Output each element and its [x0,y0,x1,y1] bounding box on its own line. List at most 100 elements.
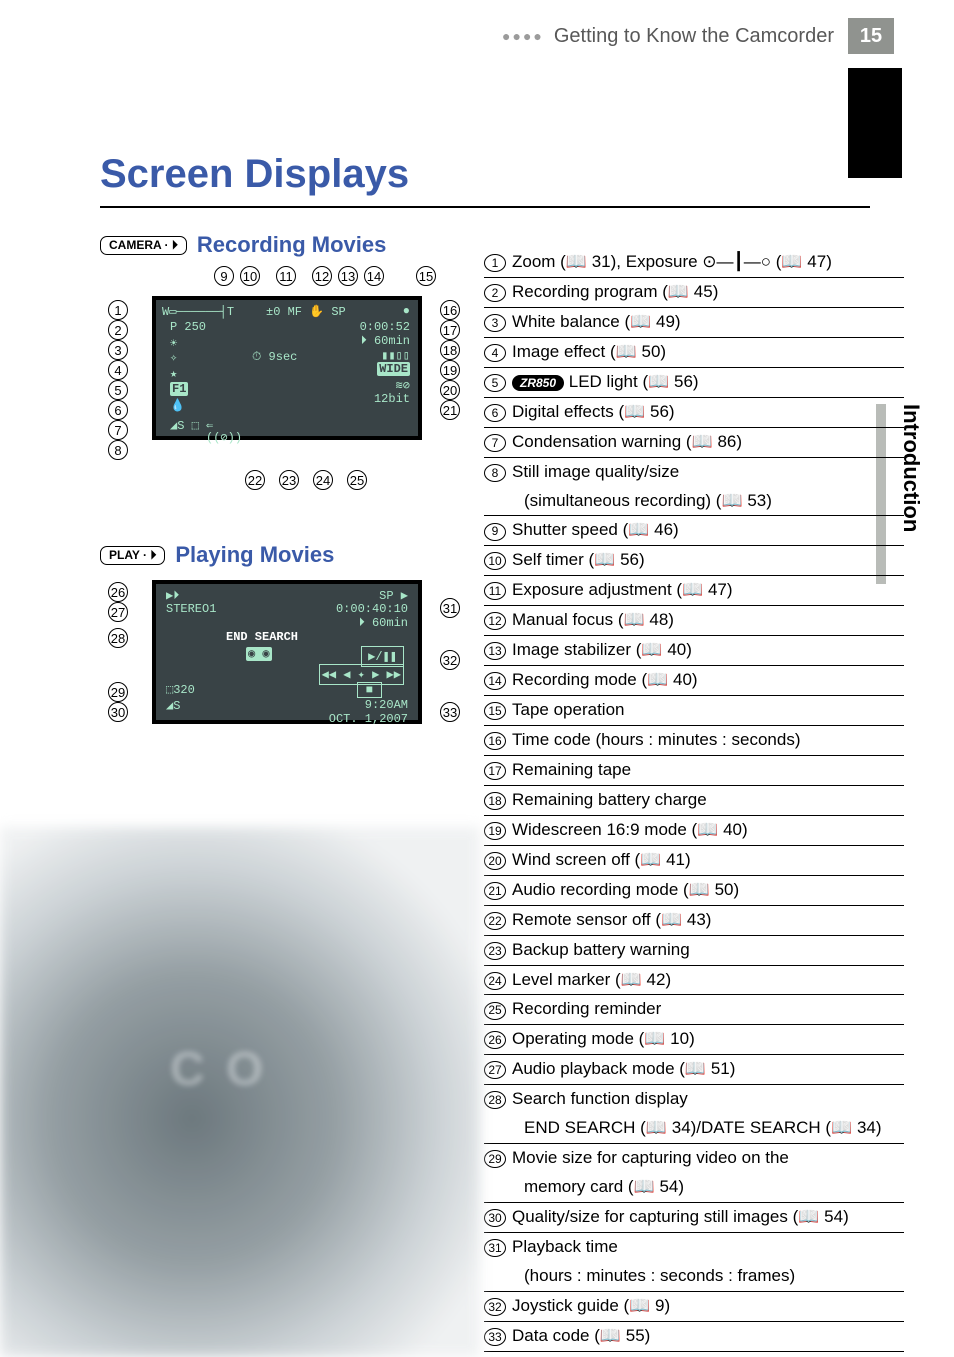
c26: 26 [108,582,128,602]
c19: 19 [440,360,460,380]
lcd2-tape: ⏵ 60min [359,616,408,630]
spec-subtext: (hours : minutes : seconds : frames) [524,1265,904,1288]
spec-text: Movie size for capturing video on the [512,1147,904,1170]
spec-item-18: 18Remaining battery charge [484,786,904,816]
spec-item-25: 25 Recording reminder [484,995,904,1025]
spec-item-32: 32Joystick guide (📖 9) [484,1292,904,1322]
spec-subtext: (simultaneous recording) (📖 53) [524,490,904,513]
spec-text: Image effect (📖 50) [512,341,904,364]
spec-num: 11 [484,582,506,600]
c30: 30 [108,702,128,722]
c32: 32 [440,650,460,670]
spec-list: 1Zoom (📖 31), Exposure ⊙—┃—○ (📖 47)2Reco… [484,248,904,1352]
spec-num: 24 [484,972,506,990]
spec-item-16: 16Time code (hours : minutes : seconds) [484,726,904,756]
lcd1-bottom-callouts: 22 23 24 25 [245,470,367,490]
c21: 21 [440,400,460,420]
c22: 22 [245,470,265,490]
c3: 3 [108,340,128,360]
lcd-playing: ▶⏵ SP ▶ STEREO1 0:00:40:10 ⏵ 60min END S… [152,580,422,724]
c10: 10 [240,266,260,286]
spec-text: Recording mode (📖 40) [512,669,904,692]
camcorder-watermark: C O [170,1042,267,1097]
spec-num: 20 [484,852,506,870]
lcd1-fx: ✧ [170,350,177,365]
spec-num: 32 [484,1298,506,1316]
spec-text: Shutter speed (📖 46) [512,519,904,542]
lcd1-top-callouts: 9 10 11 12 13 14 15 [214,266,436,286]
spec-text: Recording reminder [512,998,904,1021]
section-playing-label: Playing Movies [175,542,334,568]
c14: 14 [364,266,384,286]
lcd2-tapegfx: ◉ ◉ [246,646,272,661]
spec-item-24: 24Level marker (📖 42) [484,966,904,996]
c18: 18 [440,340,460,360]
edge-tab [848,68,902,178]
spec-item-10: 10Self timer (📖 56) [484,546,904,576]
lcd1-wide: WIDE [377,362,410,376]
spec-text: ZR850 LED light (📖 56) [512,371,904,394]
lcd2-sz: ⬚320 [166,682,195,697]
spec-item-28: 28Search function display [484,1085,904,1114]
spec-text: Still image quality/size [512,461,904,484]
spec-subtext: memory card (📖 54) [524,1176,904,1199]
page-number: 15 [848,18,894,54]
spec-num: 4 [484,344,506,362]
spec-num: 18 [484,792,506,810]
spec-text: Exposure adjustment (📖 47) [512,579,904,602]
c25: 25 [347,470,367,490]
spec-item-31-sub: (hours : minutes : seconds : frames) [484,1262,904,1292]
spec-num: 31 [484,1239,506,1257]
lcd2-end: END SEARCH [226,630,298,644]
model-pill: ZR850 [512,375,564,391]
section-playing: PLAY · ⏵ Playing Movies [100,542,334,568]
lcd2-sp: SP ▶ [379,588,408,603]
spec-num: 7 [484,434,506,452]
spec-item-17: 17Remaining tape [484,756,904,786]
c33: 33 [440,702,460,722]
c1: 1 [108,300,128,320]
spec-item-7: 7 Condensation warning (📖 86) [484,428,904,458]
spec-text: White balance (📖 49) [512,311,904,334]
spec-num: 23 [484,942,506,960]
lcd1-time: 0:00:52 [360,320,410,334]
lcd1-f1: F1 [170,382,188,396]
spec-text: Self timer (📖 56) [512,549,904,572]
spec-item-30: 30Quality/size for capturing still image… [484,1203,904,1233]
spec-num: 26 [484,1031,506,1049]
c16: 16 [440,300,460,320]
section-recording-label: Recording Movies [197,232,386,258]
c13: 13 [338,266,358,286]
spec-text: Backup battery warning [512,939,904,962]
spec-item-11: 11 Exposure adjustment (📖 47) [484,576,904,606]
lcd1-self: ⏱ 9sec [252,350,297,364]
c6: 6 [108,400,128,420]
lcd1-led: ★ [170,366,177,381]
spec-num: 3 [484,314,506,332]
spec-item-29-sub: memory card (📖 54) [484,1173,904,1203]
c31: 31 [440,598,460,618]
lcd1-tape: ⏵ 60min [361,334,410,348]
lcd1-batt: ▮▮▯▯ [381,348,410,363]
spec-text: Time code (hours : minutes : seconds) [512,729,904,752]
spec-item-21: 21 Audio recording mode (📖 50) [484,876,904,906]
spec-text: Tape operation [512,699,904,722]
spec-text: Widescreen 16:9 mode (📖 40) [512,819,904,842]
spec-item-19: 19Widescreen 16:9 mode (📖 40) [484,816,904,846]
c17: 17 [440,320,460,340]
spec-num: 6 [484,404,506,422]
spec-subtext: END SEARCH (📖 34)/DATE SEARCH (📖 34) [524,1117,904,1140]
spec-text: Quality/size for capturing still images … [512,1206,904,1229]
spec-num: 13 [484,642,506,660]
camera-badge: CAMERA · ⏵ [100,236,187,255]
spec-item-9: 9Shutter speed (📖 46) [484,516,904,546]
spec-text: Audio playback mode (📖 51) [512,1058,904,1081]
spec-text: Audio recording mode (📖 50) [512,879,904,902]
spec-num: 17 [484,762,506,780]
spec-num: 29 [484,1150,506,1168]
spec-num: 25 [484,1002,506,1020]
spec-num: 21 [484,882,506,900]
c29: 29 [108,682,128,702]
spec-item-14: 14Recording mode (📖 40) [484,666,904,696]
spec-text: Condensation warning (📖 86) [512,431,904,454]
